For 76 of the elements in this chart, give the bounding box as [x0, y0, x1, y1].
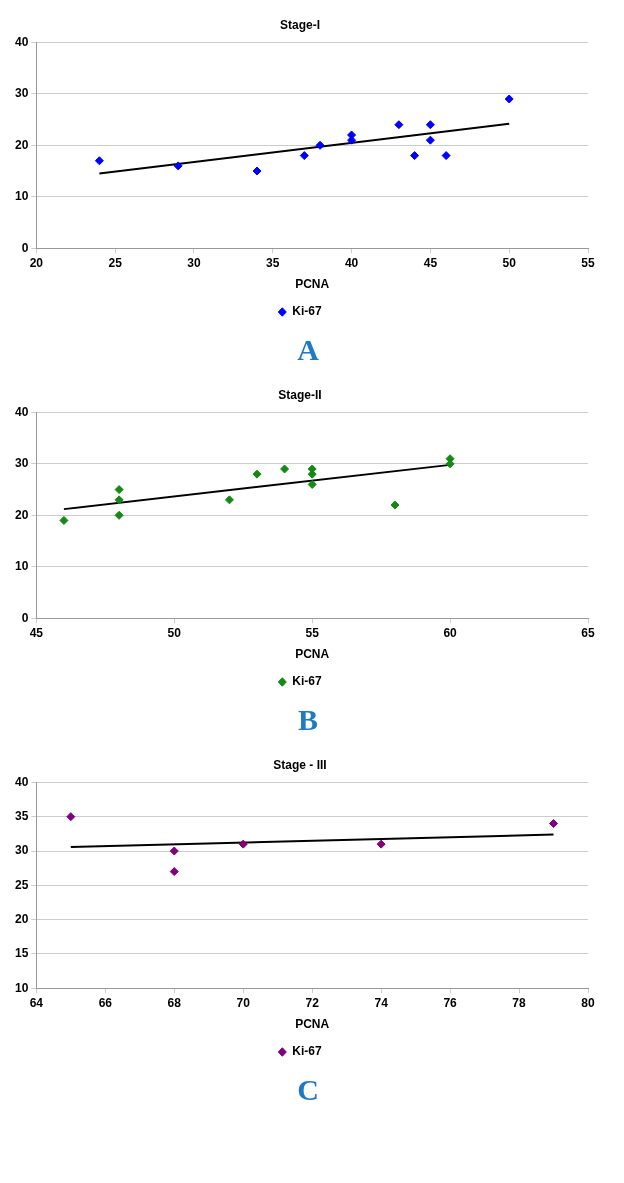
x-tick-label: 50	[167, 625, 182, 640]
chart-title: Stage-II	[278, 387, 322, 402]
point	[238, 839, 248, 849]
y-tick-label: 30	[14, 86, 29, 101]
y-tick-label: 25	[14, 877, 29, 892]
y-tick-label: 15	[14, 946, 29, 961]
point	[394, 120, 404, 130]
text: A	[296, 332, 320, 368]
x-tick-label: 80	[581, 995, 595, 1010]
point	[94, 156, 104, 166]
point	[504, 94, 514, 104]
x-tick-label: 55	[305, 625, 320, 640]
point	[252, 166, 262, 176]
chart-title: Stage - III	[273, 757, 327, 772]
x-tick-label: 40	[344, 255, 359, 270]
point	[441, 151, 451, 161]
x-tick-label: 70	[236, 995, 251, 1010]
point	[390, 500, 400, 510]
x-axis-title: PCNA	[295, 1017, 330, 1032]
point	[224, 495, 234, 505]
point	[280, 464, 290, 474]
y-tick-label: 30	[14, 843, 29, 858]
point	[66, 812, 76, 822]
x-tick-label: 45	[423, 255, 438, 270]
point	[114, 495, 124, 505]
y-tick-label: 20	[14, 911, 29, 926]
point	[410, 151, 420, 161]
y-tick-label: 20	[14, 137, 29, 152]
x-tick-label: 25	[108, 255, 123, 270]
x-tick-label: 35	[266, 255, 280, 270]
text: C	[296, 1072, 320, 1108]
point	[169, 867, 179, 877]
y-tick-label: 40	[14, 404, 29, 419]
x-tick-label: 45	[29, 625, 44, 640]
x-tick-label: 68	[167, 995, 182, 1010]
point	[376, 839, 386, 849]
point	[299, 151, 309, 161]
x-tick-label: 60	[443, 625, 458, 640]
y-tick-label: 10	[14, 559, 29, 574]
legend-label: Ki-67	[292, 674, 322, 689]
y-tick-label: 20	[14, 507, 29, 522]
point	[549, 819, 559, 829]
y-tick-label: 0	[21, 610, 29, 625]
y-tick-label: 10	[14, 189, 29, 204]
y-tick-label: 40	[14, 774, 29, 789]
y-tick-label: 30	[14, 456, 29, 471]
x-axis-title: PCNA	[295, 277, 330, 292]
legend-label: Ki-67	[292, 1044, 322, 1059]
x-tick-label: 76	[443, 995, 458, 1010]
point	[425, 120, 435, 130]
point	[114, 510, 124, 520]
x-tick-label: 30	[187, 255, 201, 270]
x-tick-label: 66	[98, 995, 113, 1010]
x-tick-label: 74	[374, 995, 389, 1010]
x-tick-label: 72	[305, 995, 320, 1010]
chart-title: Stage-I	[279, 17, 321, 32]
point	[59, 515, 69, 525]
x-tick-label: 78	[512, 995, 527, 1010]
point	[425, 135, 435, 145]
point	[114, 485, 124, 495]
legend-label: Ki-67	[292, 304, 322, 319]
x-tick-label: 55	[581, 255, 595, 270]
x-tick-label: 65	[581, 625, 595, 640]
y-tick-label: 0	[21, 240, 29, 255]
y-tick-label: 35	[14, 809, 29, 824]
text: B	[297, 702, 319, 738]
point	[173, 161, 183, 171]
point	[252, 469, 262, 479]
point	[169, 846, 179, 856]
y-tick-label: 40	[14, 34, 29, 49]
x-axis-title: PCNA	[295, 647, 330, 662]
x-tick-label: 64	[29, 995, 44, 1010]
x-tick-label: 50	[502, 255, 517, 270]
point	[307, 479, 317, 489]
point	[315, 140, 325, 150]
y-tick-label: 10	[14, 980, 29, 995]
